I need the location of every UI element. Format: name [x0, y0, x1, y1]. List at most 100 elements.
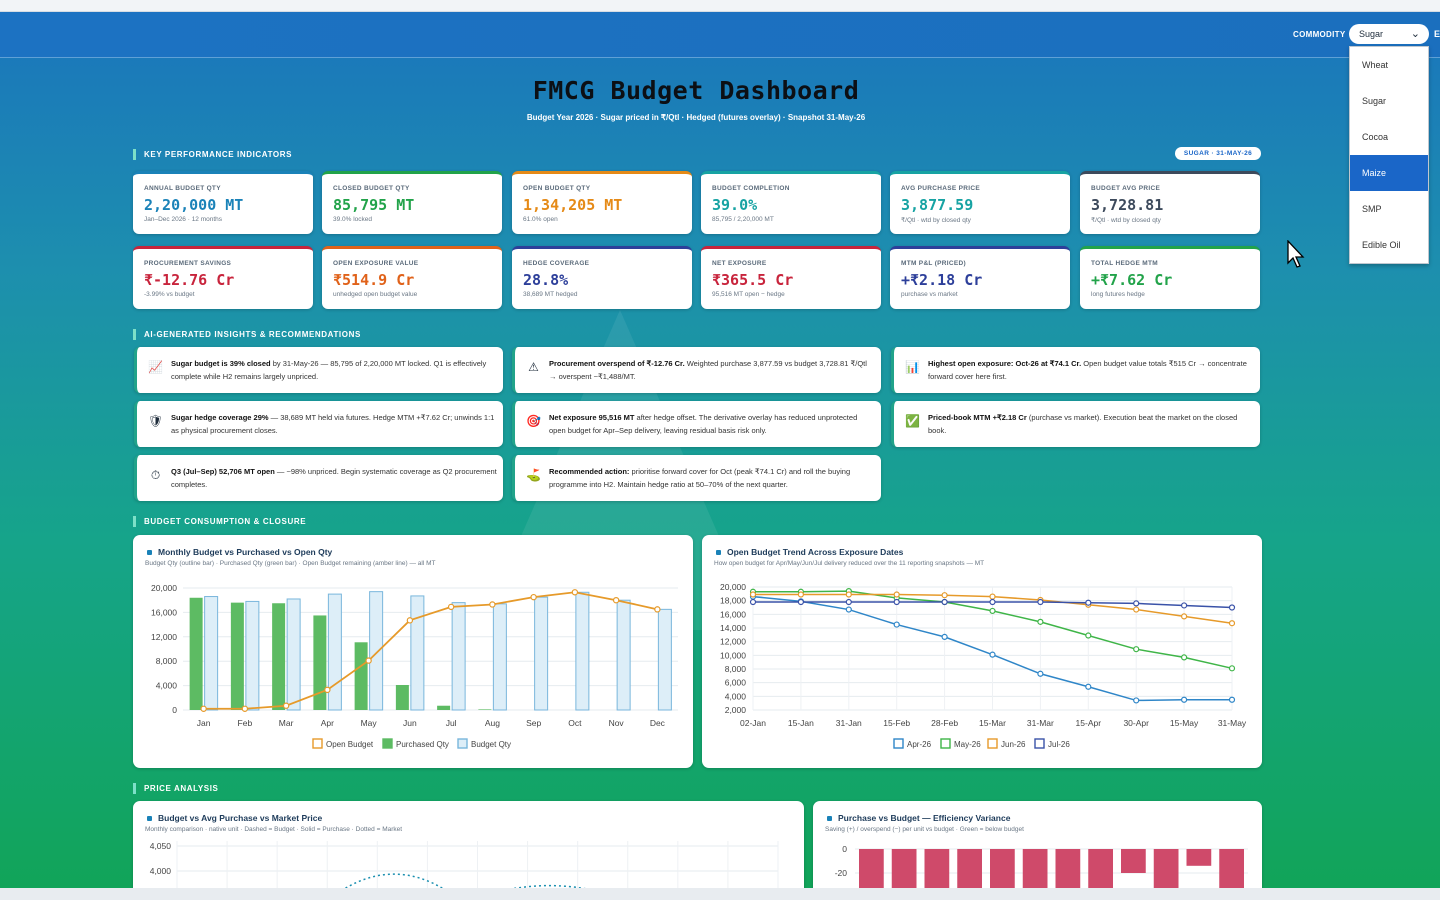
kpi-value: 1,34,205 MT: [523, 196, 623, 214]
mouse-cursor-icon: [1287, 240, 1305, 268]
y-tick-label: 0: [842, 844, 847, 854]
chart-open-budget-trend: Open Budget Trend Across Exposure Dates …: [702, 535, 1262, 768]
commodity-select[interactable]: Sugar ⌄: [1349, 24, 1429, 44]
insight-text: Priced-book MTM +₹2.18 Cr (purchase vs m…: [928, 411, 1254, 437]
y-tick-label: 4,000: [725, 691, 747, 701]
kpi-card: AVG PURCHASE PRICE 3,877.59 ₹/Qtl · wtd by…: [890, 171, 1070, 234]
x-tick-label: 15-Jan: [788, 718, 814, 728]
kpi-value: 28.8%: [523, 271, 569, 289]
insight-headline: Recommended action:: [549, 467, 630, 476]
insight-detail: — 38,689 MT held via futures. Hedge MTM …: [171, 413, 495, 435]
kpi-card: OPEN BUDGET QTY 1,34,205 MT 61.0% open: [512, 171, 692, 234]
insight-text: Sugar budget is 39% closed by 31-May-26 …: [171, 357, 497, 383]
kpi-value: 3,728.81: [1091, 196, 1164, 214]
commodity-label: COMMODITY: [1293, 30, 1346, 39]
point-open-budget: [571, 589, 579, 596]
trend-point: [1228, 604, 1236, 611]
kpi-value: +₹7.62 Cr: [1091, 271, 1173, 289]
legend-label: Jun-26: [1001, 740, 1026, 749]
kpi-card: CLOSED BUDGET QTY 85,795 MT 39.0% locked: [322, 171, 502, 234]
dropdown-option-wheat[interactable]: Wheat: [1362, 60, 1389, 70]
insight-text: Highest open exposure: Oct-26 at ₹74.1 C…: [928, 357, 1254, 383]
kpi-card: MTM P&L (PRICED) +₹2.18 Cr purchase vs mar…: [890, 246, 1070, 309]
insight-headline: Q3 (Jul–Sep) 52,706 MT open: [171, 467, 275, 476]
trend-chart-svg: 2,000 4,000 6,000 8,000 10,000 12,000 14,000 16…: [720, 582, 1247, 749]
trend-point: [1133, 606, 1140, 613]
page-subtitle: Budget Year 2026 · Sugar priced in ₹/Qtl…: [526, 113, 866, 122]
commodity-selected-value: Sugar: [1359, 29, 1384, 39]
y-tick-label: 8,000: [725, 664, 747, 674]
kpi-value: +₹2.18 Cr: [901, 271, 983, 289]
bar-purchased: [395, 684, 409, 710]
trend-point: [989, 598, 996, 606]
kpi-subtext: ₹/Qtl · wtd by closed qty: [901, 217, 971, 224]
top-navigation-bar: [0, 12, 1440, 58]
kpi-label: ANNUAL BUDGET QTY: [144, 185, 221, 192]
trend-point: [845, 591, 852, 598]
kpi-subtext: 61.0% open: [523, 216, 558, 223]
point-open-budget: [654, 606, 661, 613]
trend-point: [1085, 683, 1092, 690]
kpi-card: NET EXPOSURE ₹365.5 Cr 95,516 MT open − he…: [701, 246, 881, 309]
trend-point: [1133, 697, 1140, 704]
chart-subtitle: Monthly comparison · native unit · Dashe…: [145, 826, 403, 833]
kpi-value: 39.0%: [712, 196, 758, 214]
legend-label: Budget Qty: [471, 740, 511, 749]
dropdown-option-edible-oil[interactable]: Edible Oil: [1362, 240, 1401, 250]
insight-headline: Procurement overspend of ₹-12.76 Cr.: [549, 359, 685, 368]
variance-bar: [1121, 849, 1146, 873]
kpi-subtext: long futures hedge: [1091, 291, 1145, 298]
y-tick-label: 18,000: [720, 596, 746, 606]
overflow-label: E: [1434, 29, 1440, 39]
bar-budget: [327, 593, 342, 711]
point-open-budget: [489, 601, 496, 608]
legend-swatch: [457, 738, 468, 749]
timer-icon: ⏱: [150, 468, 161, 482]
bar-purchased: [478, 709, 492, 710]
x-tick-label: Aug: [485, 718, 500, 728]
insight-headline: Sugar hedge coverage 29%: [171, 413, 269, 422]
trend-point: [941, 598, 948, 606]
y-tick-label: 0: [172, 705, 177, 715]
legend-label: May-26: [954, 740, 981, 749]
bar-budget: [245, 600, 260, 711]
trend-point: [1037, 670, 1044, 677]
trend-point: [893, 598, 900, 606]
kpi-subtext: 38,689 MT hedged: [523, 291, 578, 298]
dropdown-option-cocoa[interactable]: Cocoa: [1362, 132, 1389, 142]
point-open-budget: [200, 705, 207, 712]
x-tick-label: 02-Jan: [740, 718, 766, 728]
dropdown-option-smp[interactable]: SMP: [1362, 204, 1382, 214]
dropdown-option-maize[interactable]: Maize: [1350, 155, 1428, 191]
trend-point: [1181, 696, 1188, 703]
legend-swatch: [987, 738, 998, 749]
kpi-label: AVG PURCHASE PRICE: [901, 185, 980, 192]
page-title: FMCG Budget Dashboard: [532, 76, 860, 105]
kpi-subtext: ₹/Qtl · wtd by closed qty: [1091, 217, 1161, 224]
insight-detail: (purchase vs market). Execution beat the…: [928, 413, 1238, 435]
monthly-chart-svg: 0 4,000 8,000 12,000 16,000 20,000 Jan Feb Mar Ap…: [151, 583, 678, 749]
x-tick-label: 31-Jan: [836, 718, 862, 728]
kpi-label: HEDGE COVERAGE: [523, 260, 590, 267]
y-tick-label: -20: [835, 868, 848, 878]
point-open-budget: [241, 705, 249, 712]
y-tick-label: 4,050: [150, 841, 172, 851]
bar-budget: [534, 596, 549, 711]
trend-point: [989, 651, 996, 658]
kpi-label: TOTAL HEDGE MTM: [1091, 260, 1158, 267]
y-tick-label: 16,000: [720, 609, 746, 619]
legend-label: Apr-26: [907, 740, 932, 749]
y-tick-label: 12,000: [720, 637, 746, 647]
insight-detail: after hedge offset. The derivative overl…: [549, 413, 858, 435]
kpi-label: MTM P&L (PRICED): [901, 260, 966, 267]
bar-chart-icon: 📊: [905, 360, 920, 374]
kpi-card: BUDGET AVG PRICE 3,728.81 ₹/Qtl · wtd by c…: [1080, 171, 1260, 234]
y-tick-label: 8,000: [156, 656, 178, 666]
y-tick-label: 4,000: [150, 866, 172, 876]
dropdown-option-sugar[interactable]: Sugar: [1362, 96, 1387, 106]
trend-point: [893, 591, 900, 598]
insight-detail: Weighted purchase 3,877.59 vs budget 3,7…: [549, 359, 867, 381]
trend-point: [749, 598, 757, 606]
kpi-value: ₹-12.76 Cr: [144, 271, 235, 289]
bar-budget: [616, 599, 631, 711]
